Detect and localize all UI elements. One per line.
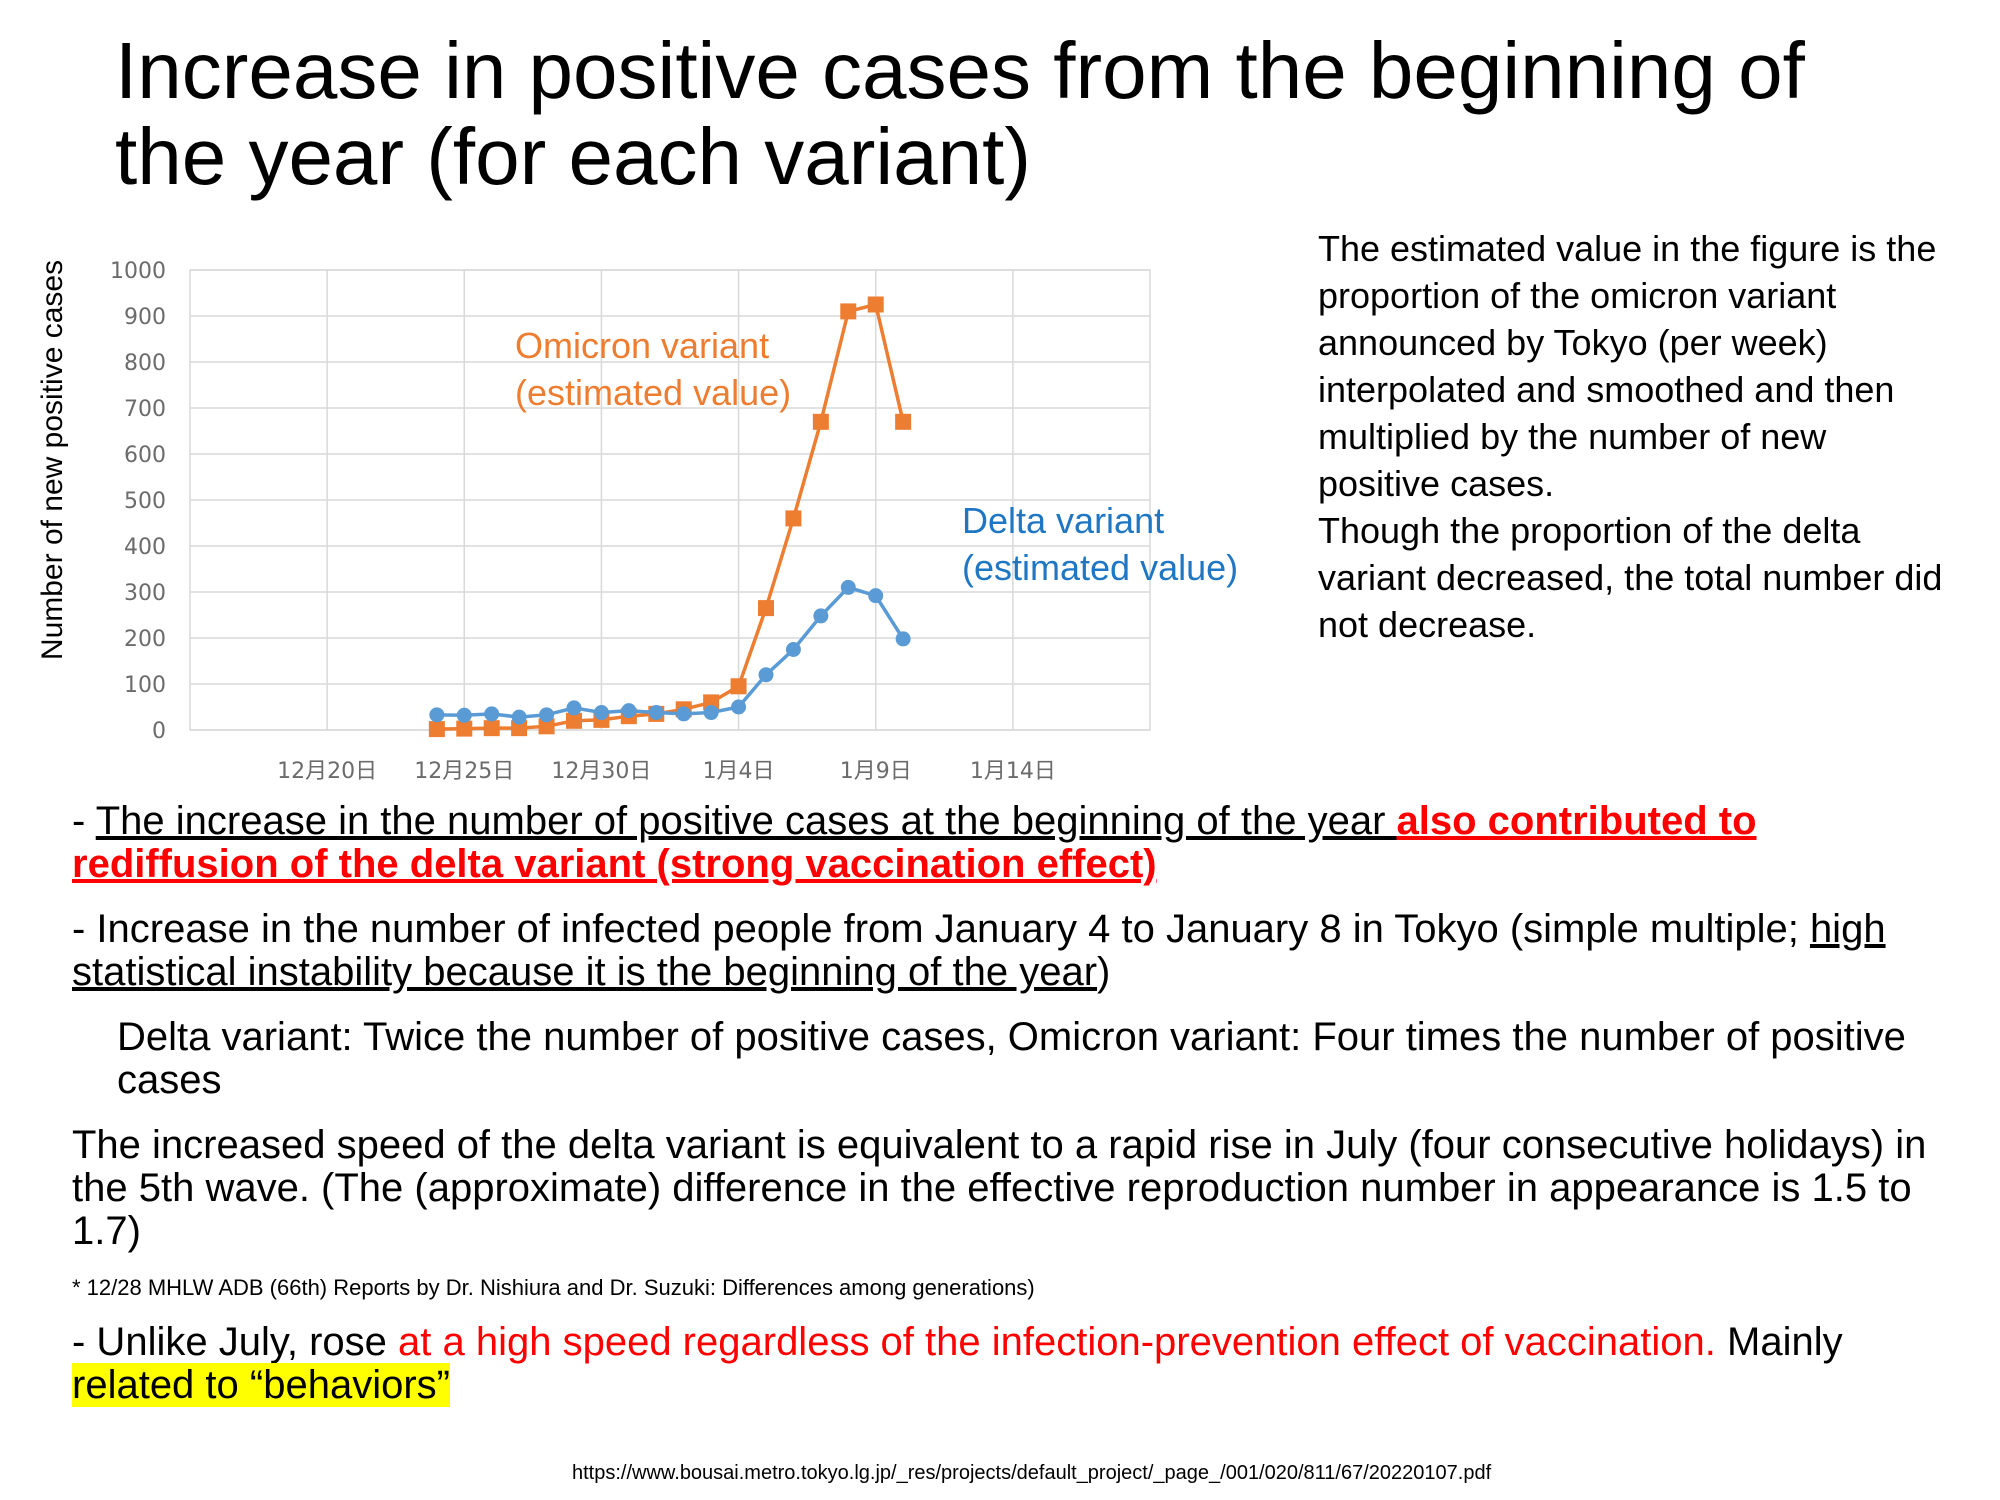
source-url: https://www.bousai.metro.tokyo.lg.jp/_re…: [572, 1462, 1492, 1484]
data-point: [758, 667, 774, 683]
x-tick-label: 1月4日: [703, 759, 775, 784]
data-point: [785, 510, 802, 527]
y-tick-label: 500: [124, 489, 166, 514]
page-title: Increase in positive cases from the begi…: [115, 26, 1805, 201]
data-point: [703, 705, 719, 721]
y-tick-label: 1000: [110, 259, 166, 284]
bullet-5-mid: Mainly: [1715, 1320, 1843, 1364]
bullet-5: - Unlike July, rose at a high speed rega…: [72, 1321, 1972, 1407]
data-point: [895, 413, 912, 430]
data-point: [812, 413, 829, 430]
x-tick-label: 12月30日: [551, 759, 651, 784]
series-line: [436, 302, 905, 731]
data-point: [428, 721, 445, 738]
data-point: [731, 699, 747, 715]
bullet-list: - The increase in the number of positive…: [72, 800, 1972, 1429]
y-tick-label: 0: [152, 719, 166, 744]
bullet-1-prefix: -: [72, 799, 96, 843]
series-line: [436, 585, 905, 719]
bullet-2-suffix: ): [1097, 950, 1111, 994]
x-tick-label: 1月9日: [840, 759, 912, 784]
data-point: [648, 705, 664, 721]
y-axis-label: Number of new positive cases: [36, 260, 69, 660]
bullet-1-underlined: The increase in the number of positive c…: [95, 799, 1397, 843]
data-point: [813, 608, 829, 624]
y-tick-label: 200: [124, 627, 166, 652]
y-tick-label: 900: [124, 305, 166, 330]
data-point: [840, 303, 857, 320]
data-point: [895, 631, 911, 647]
x-tick-label: 12月20日: [277, 759, 377, 784]
data-point: [511, 720, 528, 737]
data-point: [456, 707, 472, 723]
data-point: [539, 707, 555, 723]
data-point: [867, 296, 884, 313]
y-tick-label: 800: [124, 351, 166, 376]
series-label-delta-line1: Delta variant: [962, 500, 1164, 541]
data-point: [676, 706, 692, 722]
explanation-note: The estimated value in the figure is the…: [1318, 225, 1958, 648]
bullet-1-emphasis: also contributed to rediffusion of the d…: [72, 799, 1757, 886]
line-chart: 1000 900 800 700 600 500 400 300 200 100 0 12月20日 12…: [0, 215, 1300, 815]
data-point: [566, 712, 582, 729]
data-point: [868, 588, 884, 604]
bullet-4: The increased speed of the delta variant…: [72, 1123, 1927, 1253]
data-point: [538, 718, 555, 735]
note-paragraph-2: Though the proportion of the delta varia…: [1318, 510, 1943, 645]
bullet-2: - Increase in the number of infected peo…: [72, 908, 1972, 994]
bullet-2-underlined: high statistical instability because it …: [72, 907, 1886, 994]
y-tick-label: 400: [124, 535, 166, 560]
data-point: [758, 600, 774, 617]
bullet-3: Delta variant: Twice the number of posit…: [117, 1015, 1906, 1102]
series-label-omicron-line1: Omicron variant: [515, 325, 769, 366]
data-point: [785, 642, 801, 657]
series-label-delta-line2: (estimated value): [962, 547, 1238, 588]
note-paragraph-1: The estimated value in the figure is the…: [1318, 228, 1937, 504]
data-point: [511, 709, 527, 725]
bullet-5-emphasis: at a high speed regardless of the infect…: [398, 1320, 1716, 1364]
data-point: [484, 706, 500, 722]
bullet-5-prefix: - Unlike July, rose: [72, 1320, 399, 1364]
y-tick-label: 300: [124, 581, 166, 606]
bullet-2-prefix: - Increase in the number of infected peo…: [72, 907, 1810, 951]
data-point: [456, 720, 473, 737]
data-point: [566, 700, 582, 716]
y-tick-label: 700: [124, 397, 166, 422]
data-point: [429, 707, 445, 723]
data-point: [593, 705, 609, 721]
bullet-5-highlight: related to “behaviors”: [72, 1363, 450, 1407]
data-point: [730, 678, 747, 695]
y-tick-label: 600: [124, 443, 166, 468]
data-point: [840, 579, 856, 595]
data-point: [621, 703, 637, 719]
x-tick-label: 12月25日: [414, 759, 514, 784]
y-tick-label: 100: [124, 673, 166, 698]
x-tick-label: 1月14日: [970, 759, 1056, 784]
data-point: [483, 720, 500, 737]
footnote: * 12/28 MHLW ADB (66th) Reports by Dr. N…: [72, 1275, 1035, 1300]
series-label-omicron-line2: (estimated value): [515, 372, 791, 413]
bullet-1: - The increase in the number of positive…: [72, 800, 1972, 886]
